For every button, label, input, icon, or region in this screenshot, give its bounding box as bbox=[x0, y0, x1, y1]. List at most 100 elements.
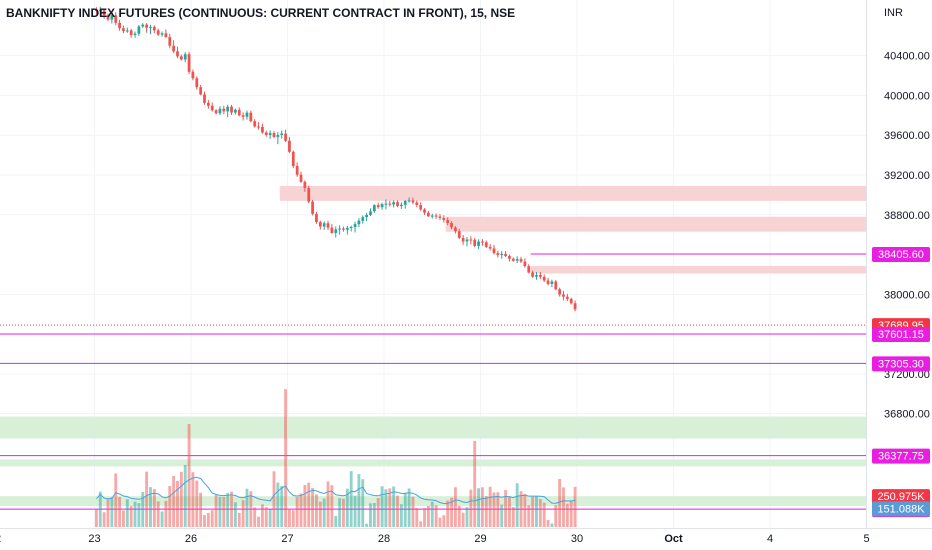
candle-body bbox=[342, 228, 345, 230]
volume-bar bbox=[295, 496, 299, 527]
volume-last-tag: 151.088K bbox=[877, 503, 925, 515]
volume-bar bbox=[380, 486, 384, 527]
volume-bar bbox=[372, 503, 376, 527]
volume-bar bbox=[426, 505, 430, 527]
candle-body bbox=[272, 133, 276, 137]
candle-body bbox=[133, 33, 137, 36]
price-axis-ticks[interactable]: 40400.00 40000.00 39600.00 39200.00 38800.00… bbox=[884, 51, 930, 421]
time-tick-label: 29 bbox=[474, 533, 486, 545]
volume-bar bbox=[226, 492, 230, 527]
volume-bar bbox=[326, 481, 330, 527]
candle-body bbox=[214, 110, 218, 114]
volume-bar bbox=[527, 505, 531, 527]
price-tick-label: 38000.00 bbox=[884, 289, 930, 301]
volume-bar bbox=[156, 501, 160, 527]
volume-bar bbox=[357, 474, 361, 527]
volume-bar bbox=[206, 512, 210, 527]
candle-body bbox=[450, 223, 453, 228]
level-price-tag-bg bbox=[872, 246, 930, 262]
volume-bar bbox=[361, 479, 365, 527]
candle-body bbox=[137, 26, 141, 34]
volume-bar bbox=[492, 492, 496, 527]
volume-bar bbox=[114, 473, 118, 527]
volume-bar bbox=[384, 489, 388, 527]
volume-bar bbox=[461, 512, 465, 527]
candle-body bbox=[284, 133, 287, 141]
volume-bar bbox=[276, 482, 280, 527]
candle-body bbox=[384, 203, 388, 205]
candle-body bbox=[307, 188, 311, 202]
volume-bar bbox=[322, 498, 326, 527]
price-tick-label: 37200.00 bbox=[884, 369, 930, 381]
currency-label: INR bbox=[884, 7, 903, 19]
volume-bar bbox=[562, 487, 565, 527]
volume-bar bbox=[345, 488, 349, 527]
volume-bar bbox=[430, 501, 434, 527]
candle-body bbox=[392, 202, 396, 205]
price-tick-label: 39600.00 bbox=[884, 130, 930, 142]
volume-bar bbox=[141, 492, 145, 527]
volume-bar bbox=[149, 487, 152, 527]
volume-bar bbox=[450, 497, 453, 527]
candle-body bbox=[291, 151, 295, 167]
candle-body bbox=[249, 112, 253, 122]
price-tags: 38405.6037689.9537601.1537305.3036377.75… bbox=[872, 246, 930, 518]
volume-bar bbox=[230, 491, 233, 527]
candle-body bbox=[477, 241, 480, 246]
volume-bar bbox=[129, 506, 133, 527]
candle-body bbox=[527, 266, 531, 273]
volume-bar bbox=[438, 517, 442, 527]
candle-body bbox=[554, 281, 558, 290]
volume-bar bbox=[457, 505, 461, 527]
candle-body bbox=[454, 227, 457, 232]
price-tick-label: 38800.00 bbox=[884, 210, 930, 222]
candle-body bbox=[519, 259, 523, 262]
volume-bar bbox=[500, 504, 504, 527]
volume-bar bbox=[353, 495, 357, 527]
candle-body bbox=[562, 294, 565, 297]
time-tick-label: 4 bbox=[767, 533, 773, 545]
candle-body bbox=[176, 51, 179, 57]
candle-body bbox=[442, 217, 446, 220]
candle-body bbox=[206, 102, 210, 106]
volume-bar bbox=[257, 516, 260, 527]
volume-bar bbox=[477, 488, 480, 527]
volume-bar bbox=[245, 488, 249, 527]
candle-body bbox=[152, 26, 156, 31]
volume-bar bbox=[523, 493, 527, 527]
volume-bar bbox=[133, 501, 137, 527]
volume-bar bbox=[531, 496, 535, 527]
volume-bar bbox=[511, 507, 515, 527]
candle-body bbox=[558, 289, 562, 295]
chart-title: BANKNIFTY INDEX FUTURES (CONTINUOUS: CUR… bbox=[6, 6, 515, 20]
candle-body bbox=[488, 246, 492, 249]
volume-bar bbox=[388, 488, 392, 527]
price-tick-label: 40400.00 bbox=[884, 51, 930, 63]
candle-body bbox=[276, 135, 280, 137]
candle-body bbox=[515, 259, 519, 261]
volume-bar bbox=[137, 503, 141, 527]
volume-bar bbox=[442, 515, 446, 527]
price-tick-label: 40000.00 bbox=[884, 90, 930, 102]
volume-bar bbox=[342, 498, 345, 527]
time-axis-ticks[interactable]: 2232627282930Oct456 bbox=[0, 533, 932, 545]
volume-bar bbox=[419, 521, 423, 527]
time-tick-label: 28 bbox=[378, 533, 390, 545]
volume-bar bbox=[237, 512, 241, 527]
volume-bar bbox=[272, 471, 276, 527]
volume-bar bbox=[172, 475, 176, 527]
candle-body bbox=[261, 126, 264, 133]
candle-body bbox=[430, 215, 434, 217]
supply-zone bbox=[530, 265, 866, 274]
volume-bar bbox=[565, 503, 569, 527]
volume-bar bbox=[542, 502, 546, 527]
candle-body bbox=[511, 258, 515, 261]
volume-bar bbox=[546, 519, 550, 527]
supply-zone bbox=[445, 216, 866, 232]
candle-body bbox=[500, 253, 504, 256]
supply-zone bbox=[279, 185, 866, 201]
volume-bar bbox=[311, 488, 315, 527]
zone-layer bbox=[0, 185, 866, 507]
volume-bar bbox=[110, 497, 114, 527]
candle-body bbox=[199, 87, 203, 95]
